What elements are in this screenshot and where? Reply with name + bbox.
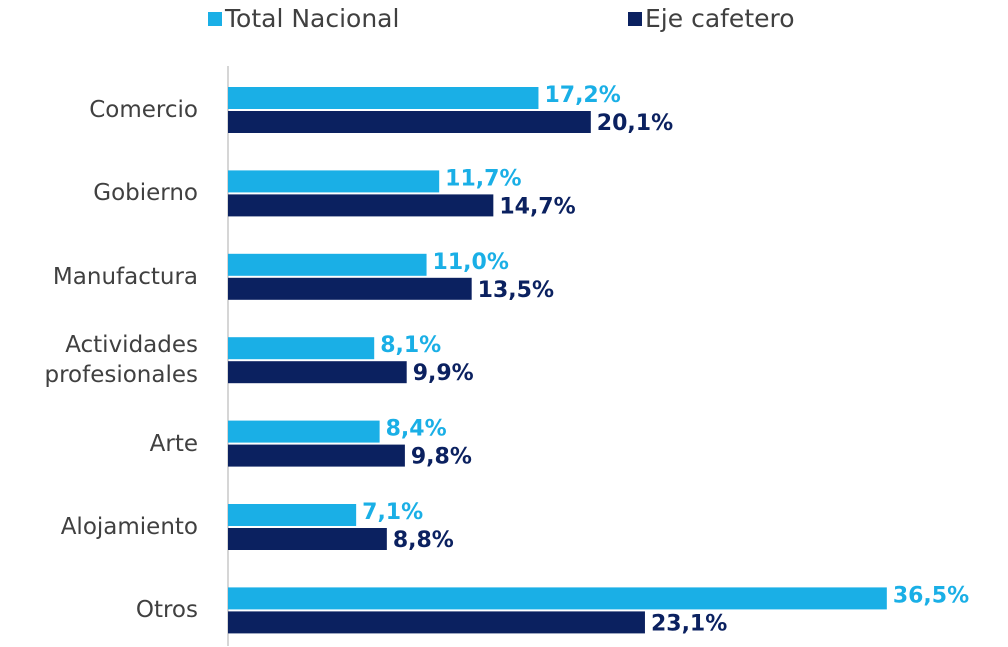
category-label: Alojamiento [60, 514, 198, 540]
legend-swatch [208, 12, 222, 26]
category-label: Comercio [89, 97, 198, 123]
bar [228, 194, 494, 217]
category-label: Manufactura [52, 263, 198, 290]
bar [228, 87, 539, 109]
bar [228, 111, 591, 133]
value-label: 17,2% [544, 83, 620, 108]
value-label: 9,8% [411, 445, 472, 470]
category-label: Gobierno [93, 180, 198, 207]
bar [228, 528, 387, 550]
category-label: Otros [135, 597, 198, 624]
value-label: 13,5% [478, 278, 554, 303]
value-label: 7,1% [362, 500, 423, 525]
bar [228, 277, 472, 300]
value-label: 8,8% [393, 528, 454, 553]
value-label: 11,0% [433, 250, 509, 275]
bar [228, 361, 407, 384]
bar [228, 587, 887, 610]
value-label: 9,9% [413, 361, 474, 386]
category-label: Actividades profesionales [44, 332, 198, 389]
bar [228, 337, 375, 360]
value-label: 14,7% [499, 194, 575, 219]
bar [228, 170, 440, 193]
bar [228, 611, 645, 634]
value-label: 8,4% [386, 417, 447, 442]
legend-label: Eje cafetero [645, 4, 795, 33]
bar [228, 253, 427, 276]
value-label: 11,7% [445, 166, 521, 191]
bar [228, 504, 357, 526]
bar [228, 444, 405, 467]
bar [228, 420, 380, 443]
category-label: Arte [149, 430, 198, 457]
value-label: 23,1% [651, 611, 727, 636]
value-label: 20,1% [597, 111, 673, 136]
value-label: 8,1% [380, 333, 441, 358]
legend-swatch [628, 12, 642, 26]
legend-label: Total Nacional [224, 4, 399, 33]
value-label: 36,5% [893, 583, 969, 608]
